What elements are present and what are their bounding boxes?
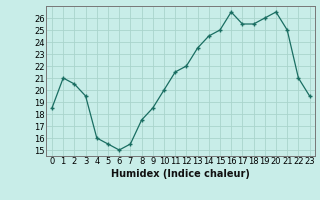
X-axis label: Humidex (Indice chaleur): Humidex (Indice chaleur) [111,169,250,179]
